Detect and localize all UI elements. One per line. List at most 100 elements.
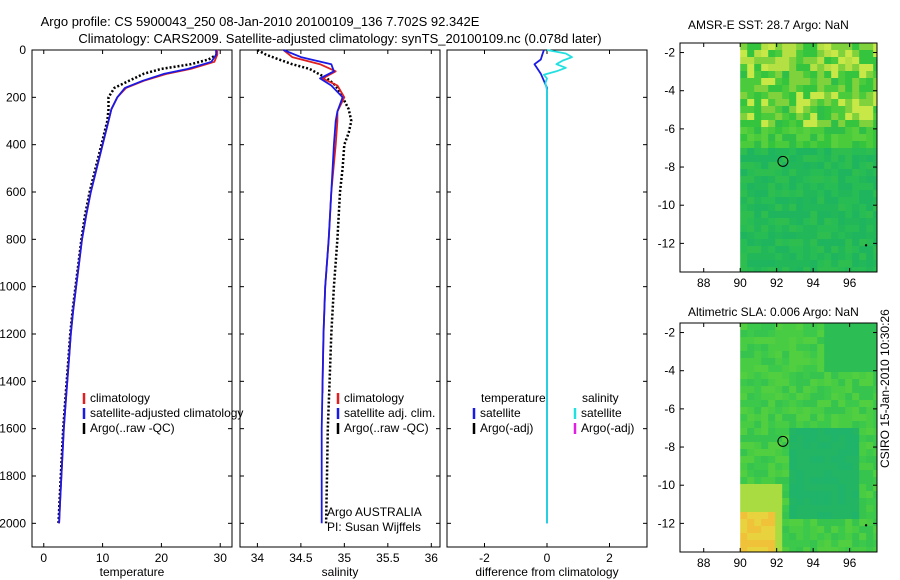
sst-map-cell [796,169,804,177]
sst-map-cell [782,113,790,121]
sla-map-cell [845,526,853,534]
sst-map-cell [782,190,790,198]
sla-map-cell [754,344,762,352]
sst-map-cell [768,239,776,247]
sst-map-cell [866,134,874,142]
sst-map-cell [775,211,783,219]
sla-map-cell [796,456,804,464]
sla-map-cell [845,512,853,520]
sst-map-cell [810,64,818,72]
sla-map-cell [873,365,878,373]
sla-map-cell [817,512,825,520]
sla-map-cell [852,337,860,345]
sst-map-cell [768,190,776,198]
sst-map-cell [789,127,797,135]
sst-map-cell [873,99,878,107]
sst-map-cell [782,211,790,219]
sla-map-cell [796,337,804,345]
sla-map-cell [775,414,783,422]
sst-map-cell [740,225,748,233]
sla-map-cell [866,393,874,401]
sst-map-cell [740,246,748,254]
sst-map-cell [782,120,790,128]
sst-map-cell [838,85,846,93]
sla-map-cell [740,456,748,464]
sla-map-cell [852,477,860,485]
sla-map-cell [768,540,776,548]
sla-map-cell [831,323,839,331]
sla-map-cell [873,442,878,450]
temperature-legend-argo-label: Argo(..raw -QC) [90,421,175,435]
sla-map-cell [831,533,839,541]
sla-map-cell [789,547,797,553]
sst-map-cell [747,85,755,93]
sst-map-xtick-label: 96 [843,276,857,290]
sst-map-cell [803,190,811,198]
sst-map-cell [810,246,818,254]
sla-map-cell [810,393,818,401]
sla-map-cell [782,330,790,338]
sst-map-cell [775,141,783,149]
sst-map-cell [817,85,825,93]
sst-map-cell [838,190,846,198]
sst-map-xtick-label: 94 [806,276,820,290]
sla-map-cell [817,498,825,506]
sst-map-cell [803,148,811,156]
sst-map-cell [810,218,818,226]
sst-map-cell [782,99,790,107]
sst-map-cell [873,127,878,135]
sst-map-cell [866,120,874,128]
sst-map-cell [754,197,762,205]
sst-map-cell [803,85,811,93]
sla-map-cell [747,400,755,408]
sla-map-cell [768,400,776,408]
sst-map-cell [859,253,867,261]
sst-map-cell [852,78,860,86]
sst-map-cell [873,267,878,273]
depth-ytick-label: 1600 [0,422,26,436]
sst-map-cell [775,218,783,226]
sst-map-cell [775,225,783,233]
sla-map-xtick-label: 96 [843,556,857,570]
sla-map-cell [740,414,748,422]
sla-map-cell [789,540,797,548]
sla-map-cell [803,358,811,366]
sla-map-cell [789,358,797,366]
sla-map-cell [740,344,748,352]
sla-map-cell [754,358,762,366]
sla-map-cell [747,379,755,387]
sst-map-cell [747,183,755,191]
sst-map-cell [824,253,832,261]
sla-map-cell [761,470,769,478]
sst-map-cell [859,120,867,128]
sla-map-cell [817,463,825,471]
sst-map-cell [768,120,776,128]
sla-map-cell [789,512,797,520]
sla-map-cell [824,456,832,464]
sst-map-cell [817,57,825,65]
sst-map-cell [796,253,804,261]
sst-map-cell [873,43,878,51]
sst-map-cell [775,99,783,107]
sst-map-cell [873,190,878,198]
sla-map-cell [796,365,804,373]
sst-map-cell [740,127,748,135]
sst-map-cell [768,71,776,79]
sla-map-cell [873,358,878,366]
sst-map-cell [859,141,867,149]
sst-map-cell [810,57,818,65]
sst-map-cell [845,50,853,58]
sla-map-cell [817,414,825,422]
sst-map-cell [810,190,818,198]
sst-map-cell [747,239,755,247]
sst-map-cell [775,85,783,93]
sst-map-cell [768,134,776,142]
sla-map-cell [740,435,748,443]
sst-map-cell [754,162,762,170]
sla-map-cell [747,365,755,373]
sst-map-cell [768,113,776,121]
sla-map-cell [838,456,846,464]
sst-map-cell [845,99,853,107]
sla-map-cell [873,498,878,506]
sla-map-cell [838,323,846,331]
